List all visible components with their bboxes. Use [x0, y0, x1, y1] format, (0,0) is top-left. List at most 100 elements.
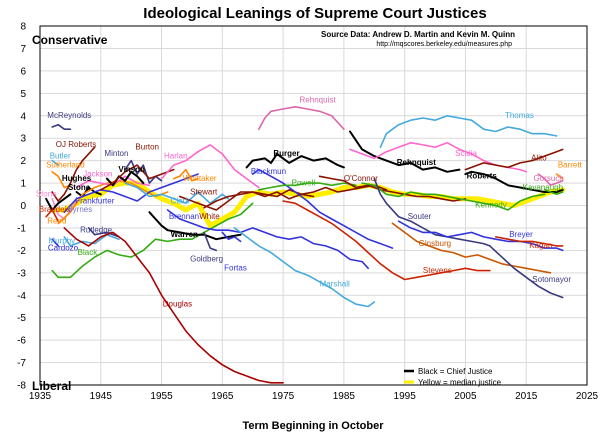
y-tick-label: -1 — [17, 223, 26, 234]
series-label-rutledge: Rutledge — [80, 225, 113, 234]
series-line-clark — [124, 182, 230, 205]
y-tick-label: 7 — [20, 44, 26, 55]
y-tick-label: 2 — [20, 156, 26, 167]
series-label-fortas: Fortas — [224, 264, 247, 273]
y-tick-label: 4 — [20, 111, 26, 122]
y-tick-label: -2 — [17, 246, 26, 257]
series-line-souter — [373, 177, 491, 247]
series-label-stewart: Stewart — [190, 187, 218, 196]
series-line-blackmun — [251, 168, 394, 249]
series-line-black — [51, 202, 254, 279]
series-line-kavanaugh — [543, 189, 564, 196]
series-line-gorsuch — [537, 173, 564, 187]
x-tick-label: 2015 — [515, 391, 538, 402]
series-line-douglas — [63, 227, 284, 384]
series-line-rutledge — [87, 227, 120, 238]
series-label-minton: Minton — [104, 149, 128, 158]
series-label-white: White — [199, 212, 220, 221]
series-line-reed — [57, 180, 169, 225]
series-label-powell: Powell — [292, 178, 316, 187]
series-label-mcreynolds: McReynolds — [47, 111, 91, 120]
series-line-fortas — [221, 231, 242, 243]
series-label-breyer: Breyer — [509, 230, 533, 239]
series-line-murphy — [63, 233, 120, 247]
series-label-rehnquist: Rehnquist — [397, 158, 436, 167]
series-label-brandeis: Brandeis — [39, 205, 71, 214]
x-tick-label: 1955 — [150, 391, 173, 402]
series-label-whittaker: Whittaker — [183, 174, 217, 183]
series-label-ginsburg: Ginsburg — [419, 239, 451, 248]
series-line-stevens — [282, 200, 491, 281]
source-credit: Source Data: Andrew D. Martin and Kevin … — [321, 30, 515, 39]
series-line-brandeis — [45, 209, 60, 222]
series-line-powell — [257, 182, 357, 191]
series-label-cardozo: Cardozo — [48, 243, 79, 252]
y-tick-label: 1 — [20, 179, 26, 190]
y-tick-label: 8 — [20, 22, 26, 33]
x-axis-label: Term Beginning in October — [243, 420, 385, 432]
series-label-thomas: Thomas — [505, 111, 534, 120]
series-label-scalia: Scalia — [455, 149, 477, 158]
series-line-sotomayor — [488, 245, 564, 299]
series-label-barrett: Barrett — [558, 160, 583, 169]
series-label-stone: Stone — [36, 190, 57, 199]
series-label-sutherland: Sutherland — [46, 160, 85, 169]
series-line-stone — [75, 186, 102, 198]
series-label-rehnquist: Rehnquist — [300, 95, 337, 104]
series-label-brennan: Brennan — [169, 212, 199, 221]
series-label-burger: Burger — [273, 149, 299, 158]
series-line-harlan — [160, 144, 260, 189]
series-label-hughes: Hughes — [62, 174, 92, 183]
series-label-roberts: Roberts — [467, 172, 498, 181]
series-label-o-connor: O'Connor — [344, 174, 378, 183]
series-label-stevens: Stevens — [423, 266, 452, 275]
y-tick-label: -5 — [17, 313, 26, 324]
y-tick-label: 5 — [20, 89, 26, 100]
series-label-souter: Souter — [408, 212, 432, 221]
y-tick-label: 0 — [20, 201, 26, 212]
series-label-alito: Alito — [531, 154, 547, 163]
y-tick-label: 6 — [20, 66, 26, 77]
series-line-rehnquist — [257, 106, 345, 130]
legend: Black = Chief Justice Yellow = median ju… — [404, 367, 502, 387]
x-tick-label: 1985 — [333, 391, 356, 402]
series-label-murphy: Murphy — [49, 237, 76, 246]
series-line-whittaker — [172, 168, 199, 182]
series-label-goldberg: Goldberg — [190, 255, 223, 264]
series-label-stone: Stone — [68, 183, 91, 192]
x-tick-label: 1995 — [394, 391, 417, 402]
series-label-harlan: Harlan — [164, 151, 188, 160]
series-line-kagan — [494, 236, 564, 247]
series-label-gorsuch: Gorsuch — [534, 174, 564, 183]
series-line-goldberg — [203, 231, 218, 252]
legend-label-median: Yellow = median justice — [418, 378, 502, 387]
series-label-douglas: Douglas — [163, 299, 192, 308]
series-line-oj-roberts — [51, 146, 96, 202]
liberal-label: Liberal — [32, 379, 71, 393]
y-tick-label: -6 — [17, 336, 26, 347]
series-line-o-connor — [318, 175, 467, 202]
series-layer — [45, 106, 566, 384]
series-label-burton: Burton — [135, 142, 159, 151]
series-label-marshall: Marshall — [320, 279, 350, 288]
legend-label-chief: Black = Chief Justice — [418, 367, 493, 376]
series-label-warren: Warren — [171, 230, 198, 239]
x-tick-label: 2025 — [576, 391, 599, 402]
source-url: http://mqscores.berkeley.edu/measures.ph… — [376, 41, 512, 48]
series-line-breyer — [397, 220, 564, 252]
y-tick-label: -8 — [17, 381, 26, 392]
series-line-butler — [51, 159, 60, 166]
series-line-warren — [148, 211, 242, 241]
series-line-stewart — [179, 191, 315, 211]
series-line-sutherland — [51, 171, 72, 189]
y-tick-label: -4 — [17, 291, 26, 302]
x-tick-label: 1945 — [90, 391, 113, 402]
x-tick-label: 1975 — [272, 391, 295, 402]
series-label-blackmun: Blackmun — [251, 167, 286, 176]
series-label-sotomayor: Sotomayor — [532, 275, 571, 284]
chart-title: Ideological Leanings of Supreme Court Ju… — [143, 5, 486, 22]
x-tick-labels: 1935 1945 1955 1965 1975 1985 1995 2005 2015 2025 — [29, 391, 599, 402]
series-line-frankfurter — [63, 173, 199, 213]
